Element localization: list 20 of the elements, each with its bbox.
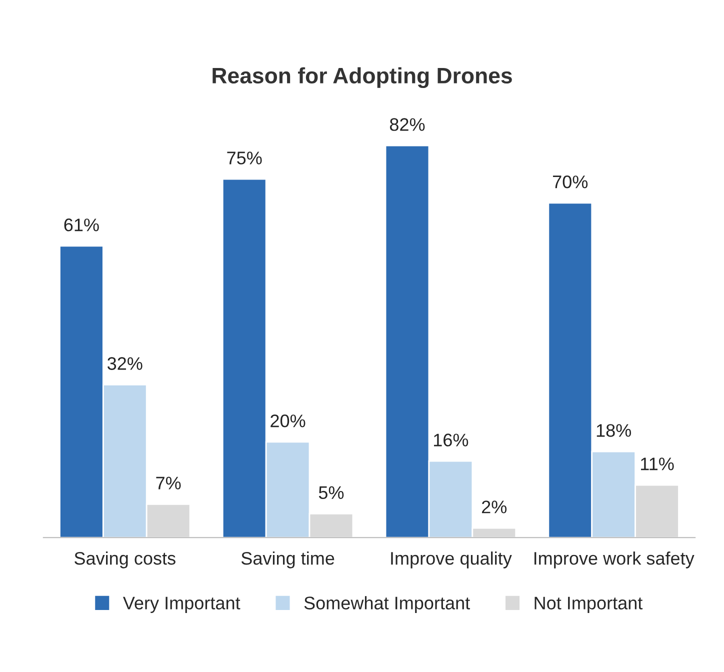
data-label: 75% [227, 152, 262, 164]
data-label: 11% [641, 458, 674, 470]
data-label: 32% [108, 357, 142, 370]
data-label: 5% [318, 486, 344, 500]
x-tick-label: Improve work safety [534, 551, 694, 568]
data-label: 20% [270, 414, 306, 428]
x-tick-label: Saving costs [74, 551, 176, 568]
x-tick-label: Saving time [241, 551, 334, 568]
legend-label: Very Important [122, 596, 240, 614]
legend-label: Somewhat Important [304, 596, 470, 614]
x-tick-label: Improve quality [391, 551, 512, 568]
data-label: 70% [553, 176, 588, 188]
data-label: 2% [482, 500, 507, 514]
data-label: 61% [64, 218, 99, 232]
chart-title: Reason for Adopting Drones [212, 67, 512, 88]
data-label: 82% [390, 118, 425, 131]
data-label: 18% [596, 424, 632, 437]
data-label: 16% [434, 434, 468, 446]
data-label: 7% [156, 476, 181, 490]
legend-label: Not Important [534, 596, 643, 614]
